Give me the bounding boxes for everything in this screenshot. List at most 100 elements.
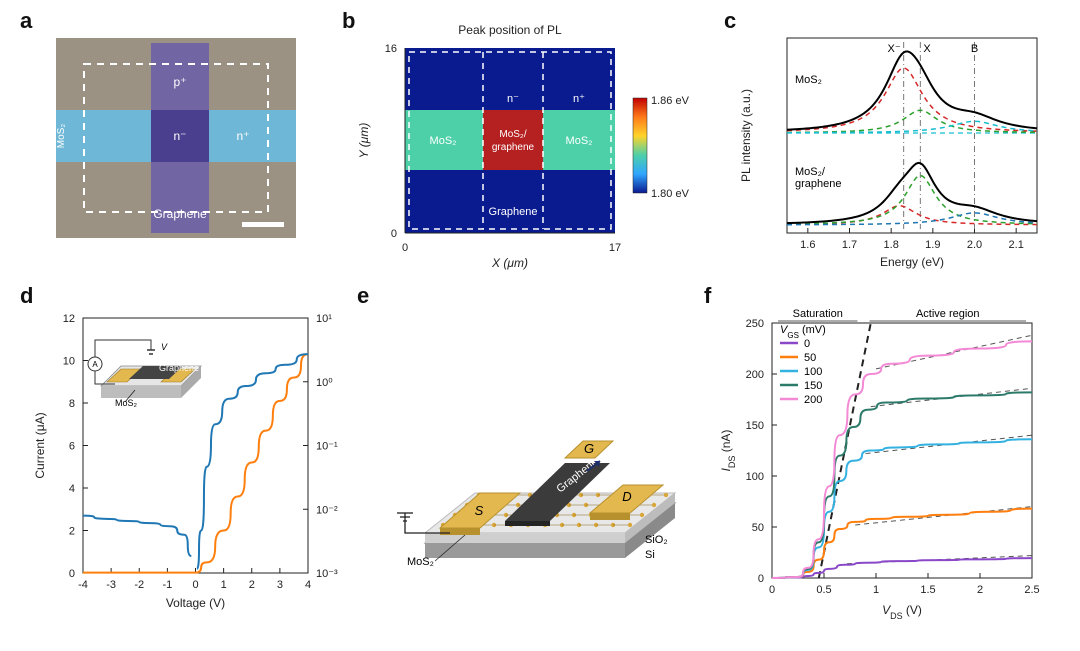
svg-text:graphene: graphene bbox=[492, 142, 535, 153]
svg-text:-3: -3 bbox=[106, 579, 116, 591]
svg-text:200: 200 bbox=[804, 394, 822, 406]
svg-text:MoS₂: MoS₂ bbox=[115, 398, 138, 408]
svg-text:50: 50 bbox=[752, 522, 764, 534]
svg-text:150: 150 bbox=[746, 420, 764, 432]
panel-d: d -4-3-2-10123402468101210⁻³10⁻²10⁻¹10⁰1… bbox=[28, 293, 348, 623]
svg-text:A: A bbox=[92, 360, 98, 369]
svg-text:Graphene: Graphene bbox=[159, 363, 199, 373]
svg-text:1.7: 1.7 bbox=[842, 239, 857, 251]
svg-text:1.5: 1.5 bbox=[920, 584, 935, 596]
svg-text:16: 16 bbox=[385, 43, 397, 55]
svg-text:150: 150 bbox=[804, 380, 822, 392]
svg-text:2: 2 bbox=[249, 579, 255, 591]
svg-text:250: 250 bbox=[746, 318, 764, 330]
svg-text:SiO₂: SiO₂ bbox=[645, 534, 668, 546]
svg-text:0: 0 bbox=[192, 579, 198, 591]
svg-text:3: 3 bbox=[277, 579, 283, 591]
svg-text:X (μm): X (μm) bbox=[491, 256, 528, 270]
panel-e: e SDGrapheneGMoS₂SiO₂Si bbox=[365, 293, 695, 623]
svg-text:MoS₂: MoS₂ bbox=[566, 135, 593, 147]
svg-text:-1: -1 bbox=[162, 579, 172, 591]
svg-text:MoS₂: MoS₂ bbox=[430, 135, 457, 147]
svg-text:Current (μA): Current (μA) bbox=[33, 412, 47, 478]
panel-c-svg: 1.6 1.7 1.8 1.9 2.0 2.1 Energy (eV) PL intensit… bbox=[732, 18, 1052, 273]
svg-text:1: 1 bbox=[873, 584, 879, 596]
svg-text:Peak position of PL: Peak position of PL bbox=[458, 23, 562, 37]
svg-text:D: D bbox=[622, 489, 631, 504]
svg-text:10⁻¹: 10⁻¹ bbox=[316, 441, 338, 453]
svg-text:0: 0 bbox=[769, 584, 775, 596]
panel-c-label: c bbox=[724, 8, 736, 34]
svg-text:n⁻: n⁻ bbox=[173, 129, 186, 143]
svg-text:6: 6 bbox=[69, 441, 75, 453]
svg-text:MoS₂/: MoS₂/ bbox=[499, 129, 526, 140]
svg-text:10⁻²: 10⁻² bbox=[316, 504, 338, 516]
svg-text:VGS (mV): VGS (mV) bbox=[780, 324, 826, 340]
svg-text:1.6: 1.6 bbox=[800, 239, 815, 251]
svg-text:B: B bbox=[971, 43, 978, 55]
svg-text:0: 0 bbox=[804, 338, 810, 350]
panel-f-label: f bbox=[704, 283, 711, 309]
svg-text:V: V bbox=[161, 342, 168, 352]
svg-text:G: G bbox=[584, 441, 594, 456]
panel-d-label: d bbox=[20, 283, 33, 309]
svg-text:17: 17 bbox=[609, 242, 621, 254]
svg-text:MoS₂: MoS₂ bbox=[56, 124, 67, 149]
panel-f: f 00.511.522.5050100150200250VDS (V)IDS … bbox=[712, 293, 1052, 623]
svg-text:Active region: Active region bbox=[916, 308, 980, 320]
svg-text:0: 0 bbox=[391, 228, 397, 240]
panel-e-label: e bbox=[357, 283, 369, 309]
svg-text:VDS (V): VDS (V) bbox=[882, 603, 922, 621]
svg-text:Graphene: Graphene bbox=[153, 207, 207, 221]
svg-text:1.80 eV: 1.80 eV bbox=[651, 188, 690, 200]
svg-text:100: 100 bbox=[804, 366, 822, 378]
svg-text:0: 0 bbox=[402, 242, 408, 254]
svg-text:n⁺: n⁺ bbox=[236, 129, 249, 143]
svg-text:S: S bbox=[475, 503, 484, 518]
panel-d-svg: -4-3-2-10123402468101210⁻³10⁻²10⁻¹10⁰10¹… bbox=[28, 293, 348, 623]
svg-text:Voltage (V): Voltage (V) bbox=[166, 596, 225, 610]
panel-a-svg: MoS₂ p⁺ n⁻ n⁺ Graphene bbox=[28, 18, 328, 268]
svg-text:n⁻: n⁻ bbox=[507, 93, 519, 105]
svg-text:MoS₂: MoS₂ bbox=[407, 556, 434, 568]
svg-text:MoS₂/: MoS₂/ bbox=[795, 166, 826, 178]
svg-text:Y (μm): Y (μm) bbox=[357, 123, 371, 159]
svg-text:1: 1 bbox=[221, 579, 227, 591]
panel-a: a MoS₂p⁺n⁻n⁺Graphene bbox=[28, 18, 328, 273]
panel-b: b Peak position of PLMoS₂MoS₂MoS₂/graphe… bbox=[350, 18, 710, 273]
svg-text:10¹: 10¹ bbox=[316, 313, 332, 325]
svg-text:X: X bbox=[923, 43, 931, 55]
panel-b-svg: Peak position of PL MoS₂ MoS₂ MoS₂/graphene… bbox=[350, 18, 710, 273]
svg-text:12: 12 bbox=[63, 313, 75, 325]
panel-b-label: b bbox=[342, 8, 355, 34]
svg-text:2.5: 2.5 bbox=[1024, 584, 1039, 596]
svg-text:Si: Si bbox=[645, 549, 655, 561]
panel-c: c 1.61.71.81.92.02.1Energy (eV)PL intens… bbox=[732, 18, 1052, 273]
svg-text:-4: -4 bbox=[78, 579, 88, 591]
svg-text:2.1: 2.1 bbox=[1009, 239, 1024, 251]
svg-text:4: 4 bbox=[305, 579, 311, 591]
svg-text:MoS₂: MoS₂ bbox=[795, 74, 822, 86]
svg-text:1.9: 1.9 bbox=[925, 239, 940, 251]
panel-e-svg: SDGrapheneGMoS₂SiO₂Si bbox=[365, 293, 695, 623]
svg-text:2: 2 bbox=[69, 526, 75, 538]
svg-text:graphene: graphene bbox=[795, 178, 842, 190]
svg-text:50: 50 bbox=[804, 352, 816, 364]
svg-text:n⁺: n⁺ bbox=[573, 93, 585, 105]
svg-text:10: 10 bbox=[63, 356, 75, 368]
svg-text:1.86 eV: 1.86 eV bbox=[651, 95, 690, 107]
svg-text:2: 2 bbox=[977, 584, 983, 596]
svg-text:X⁻: X⁻ bbox=[888, 43, 901, 55]
svg-text:100: 100 bbox=[746, 471, 764, 483]
svg-text:p⁺: p⁺ bbox=[173, 75, 186, 89]
svg-text:PL intensity (a.u.): PL intensity (a.u.) bbox=[739, 89, 753, 182]
svg-text:0.5: 0.5 bbox=[816, 584, 831, 596]
svg-text:0: 0 bbox=[69, 568, 75, 580]
svg-text:2.0: 2.0 bbox=[967, 239, 982, 251]
svg-text:1.8: 1.8 bbox=[884, 239, 899, 251]
svg-text:8: 8 bbox=[69, 398, 75, 410]
panel-a-label: a bbox=[20, 8, 32, 34]
svg-text:Energy (eV): Energy (eV) bbox=[880, 255, 944, 269]
svg-text:10⁻³: 10⁻³ bbox=[316, 568, 338, 580]
svg-text:10⁰: 10⁰ bbox=[316, 377, 333, 389]
